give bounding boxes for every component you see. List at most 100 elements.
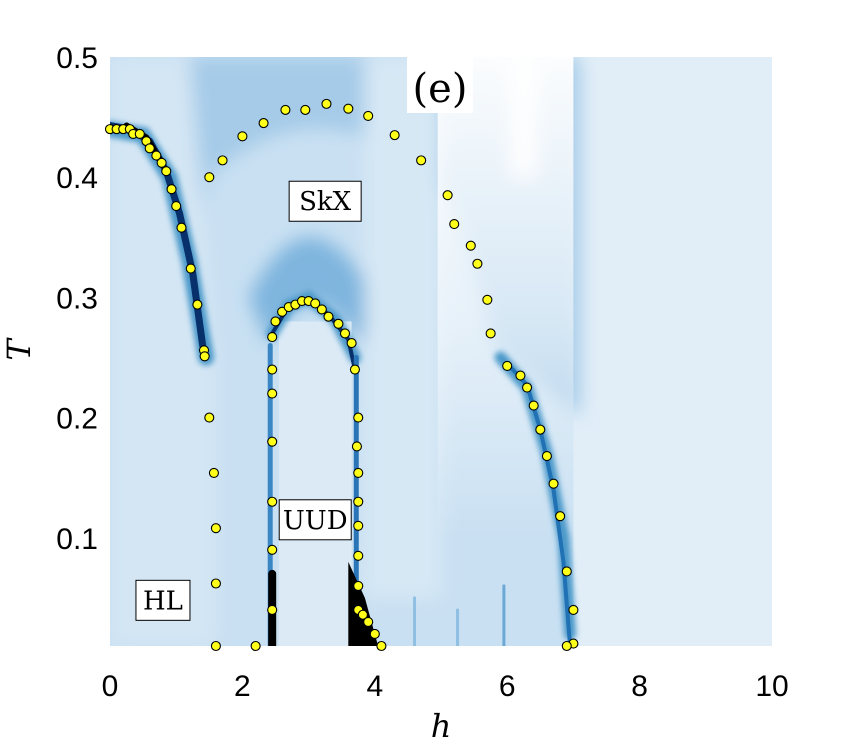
transition-point: [353, 467, 364, 478]
transition-point: [151, 150, 162, 161]
transition-point: [515, 370, 526, 381]
transition-point: [144, 143, 155, 154]
transition-point: [339, 328, 351, 339]
y-tick-label: 0.1: [56, 523, 98, 556]
transition-point: [267, 388, 278, 399]
region-label-box: [288, 180, 362, 222]
transition-point: [363, 616, 374, 628]
transition-point: [449, 219, 460, 230]
transition-point: [555, 511, 566, 522]
region-label-skx: SkX: [288, 180, 362, 222]
transition-point: [528, 400, 539, 411]
x-tick-label: 8: [631, 670, 648, 703]
transition-point: [267, 604, 278, 615]
y-tick-label: 0.4: [56, 162, 98, 195]
transition-points: [104, 98, 579, 652]
panel-label-background: [407, 57, 473, 113]
transition-point: [472, 258, 483, 269]
transition-point: [250, 640, 261, 652]
transition-point: [346, 338, 357, 349]
transition-point: [535, 424, 546, 435]
transition-point: [267, 332, 278, 343]
transition-point: [217, 155, 228, 166]
transition-point: [210, 578, 221, 589]
x-tick-label: 2: [234, 670, 251, 703]
x-tick-label: 0: [102, 670, 119, 703]
x-tick-label: 4: [366, 670, 383, 703]
region-label-text: HL: [143, 586, 183, 616]
transition-point: [258, 118, 269, 129]
y-axis-label: T: [0, 337, 38, 361]
transition-point: [357, 609, 368, 620]
transition-point: [353, 412, 364, 423]
transition-point: [376, 640, 387, 652]
transition-point: [199, 351, 210, 362]
transition-point: [561, 640, 572, 652]
region-label-text: SkX: [299, 187, 352, 217]
transition-point: [204, 172, 215, 183]
transition-point: [277, 306, 288, 317]
transition-point: [270, 316, 281, 327]
heatmap-uud-interior: [278, 321, 352, 646]
region-label-box: [278, 499, 352, 541]
region-label-hl: HL: [135, 579, 191, 621]
transition-point: [353, 520, 364, 531]
transition-point: [442, 190, 453, 201]
transition-point: [185, 263, 196, 274]
transition-point: [267, 364, 278, 375]
transition-point: [548, 478, 559, 489]
transition-point: [267, 436, 278, 447]
transition-point: [280, 104, 291, 115]
transition-point: [300, 104, 311, 115]
region-label-box: [135, 579, 191, 621]
transition-point: [323, 311, 334, 322]
transition-point: [333, 318, 344, 329]
transition-point: [343, 103, 354, 114]
y-tick-labels: 0.1 0.2 0.3 0.4 0.5: [56, 42, 98, 556]
region-label-text: UUD: [283, 506, 348, 536]
transition-point: [561, 566, 572, 577]
heatmap-background: [110, 57, 772, 646]
transition-point: [522, 382, 533, 393]
transition-point: [353, 550, 364, 561]
transition-point: [237, 131, 248, 142]
transition-point: [204, 412, 215, 423]
x-axis-label: h: [431, 707, 452, 745]
transition-point: [416, 155, 427, 166]
transition-point: [316, 304, 327, 315]
transition-point: [369, 628, 380, 640]
transition-point: [134, 128, 145, 139]
transition-point: [171, 201, 182, 212]
transition-point: [541, 451, 552, 462]
transition-point: [210, 523, 221, 534]
transition-point: [156, 157, 167, 168]
x-tick-labels: 0 2 4 6 8 10: [102, 670, 789, 703]
heatmap-mid-gap: [364, 57, 441, 598]
x-tick-label: 10: [755, 670, 788, 703]
transition-point: [176, 222, 187, 233]
x-tick-label: 6: [499, 670, 516, 703]
transition-point: [353, 580, 364, 591]
y-tick-label: 0.3: [56, 282, 98, 315]
y-tick-label: 0.2: [56, 403, 98, 436]
region-labels: SkX UUD HL: [135, 180, 362, 621]
transition-point: [351, 441, 362, 452]
panel-label-box: (e): [407, 57, 473, 113]
transition-point: [161, 166, 172, 177]
transition-point: [349, 364, 360, 375]
panel-label: (e): [413, 66, 468, 112]
transition-point: [267, 496, 278, 507]
transition-point: [353, 496, 364, 507]
transition-point: [192, 299, 203, 310]
transition-point: [321, 98, 332, 109]
heatmap-left-band: [110, 57, 216, 646]
transition-point: [267, 544, 278, 555]
region-label-uud: UUD: [278, 499, 352, 541]
transition-point: [465, 240, 476, 251]
transition-point: [208, 467, 219, 478]
transition-point: [482, 294, 493, 305]
transition-point: [310, 298, 321, 309]
y-tick-label: 0.5: [56, 42, 98, 75]
transition-point: [502, 360, 513, 371]
transition-point: [210, 640, 221, 652]
